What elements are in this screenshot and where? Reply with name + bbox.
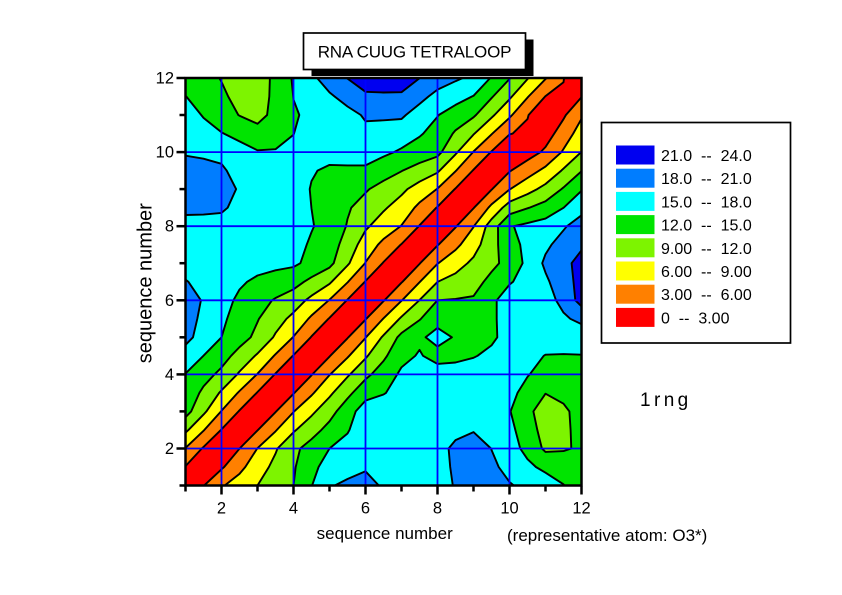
svg-text:6: 6	[165, 292, 174, 310]
svg-text:12.0 -- 15.0: 12.0 -- 15.0	[661, 218, 752, 235]
svg-text:8: 8	[433, 500, 442, 518]
svg-text:10: 10	[156, 144, 174, 162]
svg-text:12: 12	[156, 70, 174, 88]
svg-text:18.0 -- 21.0: 18.0 -- 21.0	[661, 171, 752, 188]
svg-text:sequence number: sequence number	[317, 524, 453, 543]
svg-text:3.00 -- 6.00: 3.00 -- 6.00	[661, 287, 752, 304]
svg-text:8: 8	[165, 218, 174, 236]
svg-text:21.0 -- 24.0: 21.0 -- 24.0	[661, 148, 752, 165]
svg-text:6.00 -- 9.00: 6.00 -- 9.00	[661, 264, 752, 281]
svg-text:sequence number: sequence number	[135, 203, 157, 363]
svg-text:(representative atom: O3*): (representative atom: O3*)	[507, 526, 707, 545]
svg-text:2: 2	[217, 500, 226, 518]
svg-text:6: 6	[361, 500, 370, 518]
svg-text:1rng: 1rng	[640, 390, 692, 411]
svg-text:2: 2	[165, 440, 174, 458]
svg-text:10: 10	[500, 500, 518, 518]
svg-text:9.00 -- 12.0: 9.00 -- 12.0	[661, 241, 752, 258]
svg-text:RNA CUUG TETRALOOP: RNA CUUG TETRALOOP	[318, 43, 512, 62]
svg-text:4: 4	[289, 500, 298, 518]
svg-text:4: 4	[165, 366, 174, 384]
svg-text:0 -- 3.00: 0 -- 3.00	[661, 310, 730, 327]
svg-text:12: 12	[572, 500, 590, 518]
svg-text:15.0 -- 18.0: 15.0 -- 18.0	[661, 194, 752, 211]
